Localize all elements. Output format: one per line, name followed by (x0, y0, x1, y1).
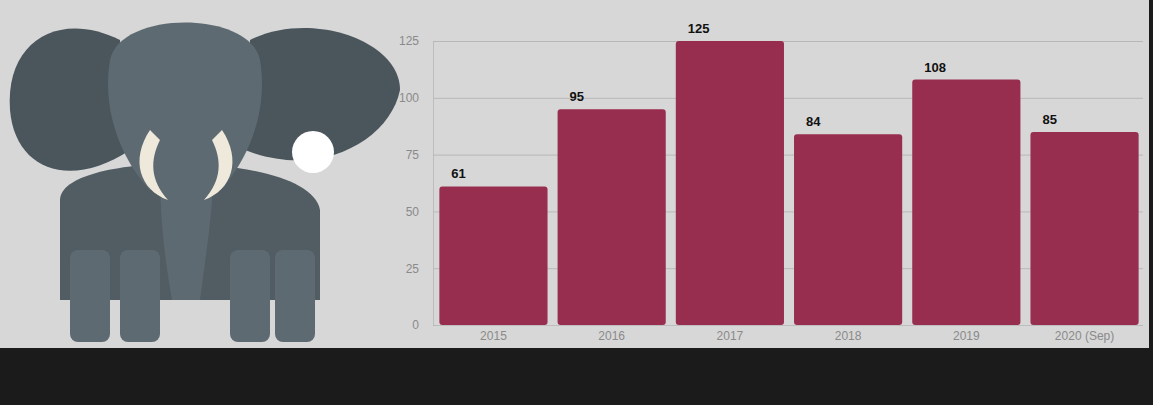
bar (558, 109, 666, 325)
x-tick: 2020 (Sep) (1055, 325, 1114, 343)
data-labels: 61 95 125 84 108 85 (451, 21, 1057, 181)
x-tick-label: 2015 (480, 329, 507, 343)
trunk (160, 170, 214, 300)
x-axis-line (438, 325, 1142, 326)
leg (120, 250, 160, 342)
bar (912, 80, 1020, 325)
x-tick: 2016 (598, 325, 625, 343)
leg (70, 250, 110, 342)
y-tick-label: 0 (412, 318, 419, 332)
y-axis-line (434, 42, 1144, 326)
bar (439, 186, 547, 325)
x-tick: 2015 (480, 325, 507, 343)
bar (676, 41, 784, 325)
marker-dot (292, 131, 334, 173)
page-background (0, 0, 1153, 405)
y-tick-label: 100 (399, 91, 419, 105)
data-label: 95 (570, 89, 584, 104)
x-tick: 2018 (835, 325, 862, 343)
chart-root: 0 25 50 75 100 125 2015 2016 2017 2018 2019 2020 (S… (0, 0, 1153, 405)
x-tick-label: 2016 (598, 329, 625, 343)
grid-line (433, 41, 1143, 42)
grid-line (433, 98, 1143, 99)
x-tick-label: 2020 (Sep) (1055, 329, 1114, 343)
x-axis: 2015 2016 2017 2018 2019 2020 (Sep) (438, 325, 1142, 343)
y-tick-label: 25 (406, 262, 420, 276)
leg (275, 250, 315, 342)
y-tick-label: 75 (406, 148, 420, 162)
bar (1030, 132, 1138, 325)
bar (794, 134, 902, 325)
y-axis: 0 25 50 75 100 125 (399, 34, 1143, 332)
x-tick: 2017 (717, 325, 744, 343)
x-tick-label: 2019 (953, 329, 980, 343)
data-label: 85 (1042, 112, 1056, 127)
grid-line (433, 325, 1143, 326)
data-label: 84 (806, 114, 821, 129)
head (108, 23, 262, 191)
elephant-illustration (10, 23, 400, 343)
tusk (140, 130, 168, 200)
chart-panel (0, 0, 1149, 348)
tusk (204, 130, 232, 200)
x-tick-label: 2018 (835, 329, 862, 343)
x-tick: 2019 (953, 325, 980, 343)
bars (439, 41, 1138, 325)
x-tick-label: 2017 (717, 329, 744, 343)
leg (230, 250, 270, 342)
data-label: 61 (451, 166, 465, 181)
data-label: 108 (924, 60, 946, 75)
y-tick-label: 125 (399, 34, 419, 48)
y-tick-label: 50 (406, 205, 420, 219)
data-label: 125 (688, 21, 710, 36)
